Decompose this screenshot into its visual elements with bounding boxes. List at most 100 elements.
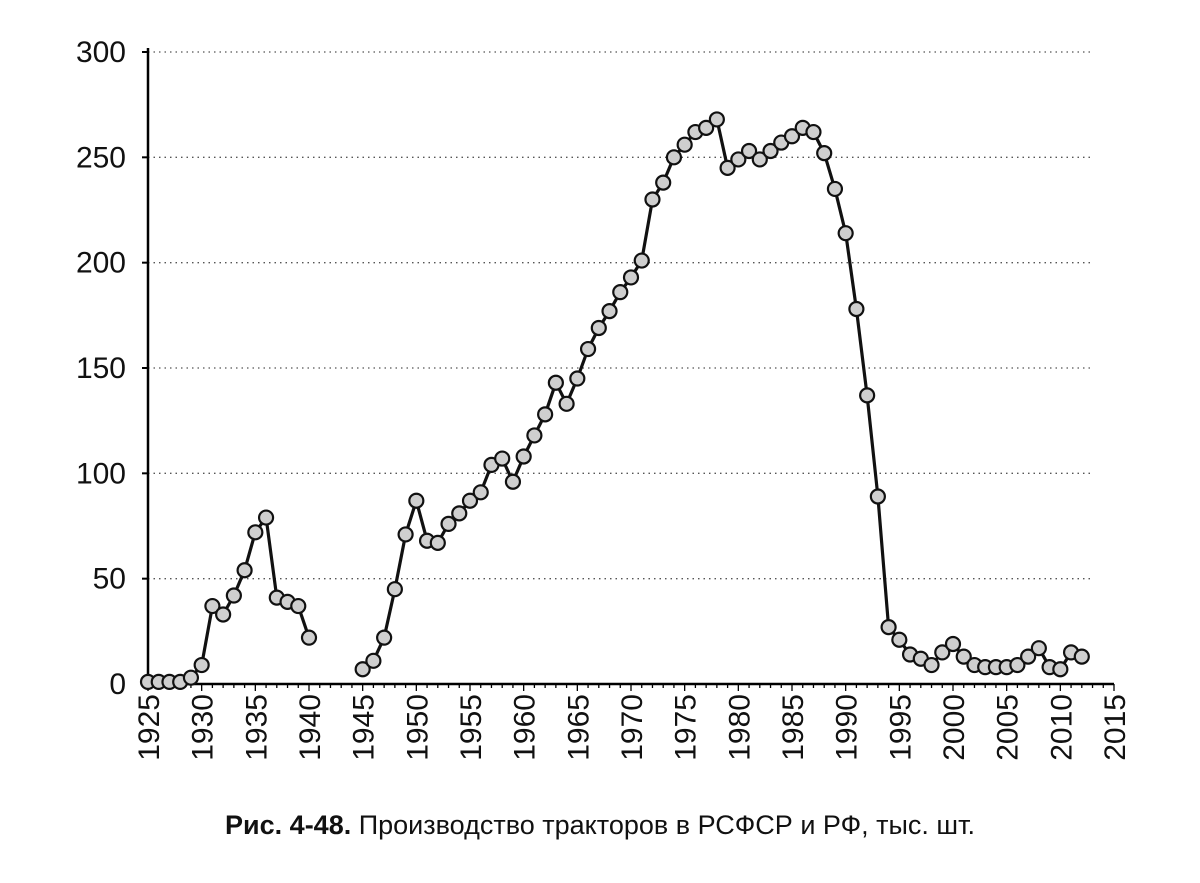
data-point-1983 [762,142,779,160]
data-point-1994 [880,619,897,636]
data-point-1978 [708,111,725,128]
data-point-1964 [558,395,575,412]
data-point-1965 [569,370,586,387]
x-tick-label-1975: 1975 [670,694,703,761]
data-point-1967 [590,319,607,337]
figure-caption-label: Рис. 4-48. [225,810,352,840]
data-point-2007 [1020,648,1037,665]
data-point-1956 [472,484,489,501]
data-point-1948 [386,581,403,598]
data-point-1952 [429,534,446,551]
data-point-1947 [376,629,393,646]
y-axis-ticks: 0 50 100 150 200 250 300 [76,36,148,701]
data-point-1999 [934,644,951,661]
data-point-1972 [644,191,661,208]
data-point-1930 [193,656,210,674]
y-tick-label-200: 200 [76,247,126,280]
data-point-1982 [751,151,768,168]
x-tick-label-1990: 1990 [831,694,864,761]
data-point-1993 [869,488,886,505]
data-point-1950 [408,492,425,509]
data-point-1981 [740,142,758,160]
data-point-1971 [633,252,650,269]
data-point-1975 [676,136,693,153]
x-tick-label-1955: 1955 [455,694,488,761]
x-tick-label-1995: 1995 [884,694,917,761]
y-tick-label-50: 50 [93,563,126,596]
data-point-1973 [655,174,672,191]
data-point-1939 [290,597,307,615]
data-point-1985 [783,128,801,145]
data-point-1958 [494,450,511,467]
data-point-1954 [451,505,468,522]
data-point-1989 [826,180,844,198]
data-point-1968 [601,303,618,320]
y-tick-label-0: 0 [109,668,126,701]
figure-caption-text: Производство тракторов в РСФСР и РФ, тыс… [351,810,975,840]
data-point-1988 [816,145,833,162]
x-tick-label-1980: 1980 [723,694,756,761]
data-point-2006 [1009,656,1026,674]
data-point-1977 [698,119,715,136]
x-tick-label-1925: 1925 [133,694,166,761]
y-tick-label-150: 150 [76,352,126,385]
x-tick-label-2015: 2015 [1099,694,1132,761]
data-point-1969 [612,284,629,301]
data-point-1966 [579,340,597,358]
data-point-1933 [225,587,242,604]
data-point-2012 [1073,648,1090,665]
data-point-2010 [1052,661,1069,678]
data-point-1963 [547,374,564,391]
x-tick-label-1960: 1960 [509,694,542,761]
x-tick-label-1965: 1965 [562,694,595,761]
data-point-1959 [504,473,522,490]
x-tick-label-1930: 1930 [187,694,220,761]
data-point-1987 [805,123,822,141]
x-tick-label-1970: 1970 [616,694,649,761]
data-point-1946 [365,652,382,669]
data-point-1935 [247,524,264,541]
axes [146,48,1114,686]
x-tick-label-1940: 1940 [294,694,327,761]
data-point-1949 [397,526,414,543]
data-point-1998 [923,656,940,674]
gridlines [148,51,1094,580]
data-point-1979 [719,159,736,176]
y-tick-label-250: 250 [76,141,126,174]
x-tick-label-1945: 1945 [348,694,381,761]
data-point-2000 [944,635,962,653]
data-point-1955 [461,492,479,509]
x-axis-ticks: 1925 1930 1935 1940 1945 1950 1955 1960 1965 1970… [133,684,1132,761]
y-tick-label-100: 100 [76,457,126,490]
data-point-1931 [204,597,221,615]
x-tick-label-2000: 2000 [938,694,971,761]
data-point-2001 [955,648,972,665]
x-tick-label-1935: 1935 [240,694,273,761]
data-point-1962 [537,406,554,423]
series-points [139,111,1090,690]
data-point-1936 [257,509,275,526]
data-point-1961 [526,427,543,444]
data-point-1991 [848,300,865,318]
x-tick-label-1985: 1985 [777,694,810,761]
x-tick-label-2005: 2005 [992,694,1025,761]
data-point-1980 [730,151,747,168]
data-point-1990 [837,225,854,242]
data-point-1974 [665,149,683,166]
data-point-2008 [1030,640,1047,657]
data-point-1995 [891,631,908,648]
x-tick-label-2010: 2010 [1045,694,1078,761]
series-line-2 [361,117,1083,671]
data-point-1960 [515,448,532,465]
data-point-1953 [440,515,457,532]
data-point-1932 [215,606,232,623]
data-point-1970 [622,269,640,286]
y-tick-label-300: 300 [76,36,126,69]
data-point-1992 [859,387,876,404]
figure-caption: Рис. 4-48. Производство тракторов в РСФС… [0,810,1200,841]
data-point-1929 [182,669,200,686]
data-point-1945 [354,661,371,678]
data-point-1934 [236,562,253,579]
x-tick-label-1950: 1950 [401,694,434,761]
